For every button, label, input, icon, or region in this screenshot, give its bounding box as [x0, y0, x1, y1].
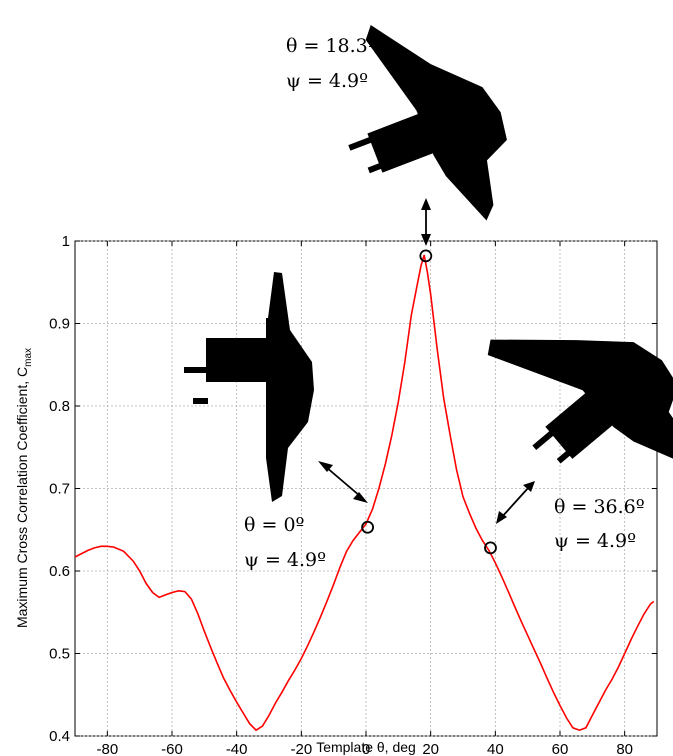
annotation-psi-0: ψ = 4.9º [244, 549, 326, 571]
series-line-cmax [74, 254, 655, 732]
x-axis-label: Template θ, deg [316, 739, 416, 755]
marker-circle [419, 249, 433, 263]
x-tick-label: 60 [552, 741, 569, 756]
grid-lines [75, 240, 657, 737]
annotation-psi-18: ψ = 4.9º [286, 70, 368, 92]
annotation-theta-0: θ = 0º [244, 514, 305, 536]
y-tick-label: 0.6 [49, 563, 70, 580]
annotation-psi-36: ψ = 4.9º [554, 530, 636, 552]
aircraft-silhouette-theta-36 [487, 339, 673, 467]
marker-circle [361, 520, 375, 534]
arrow-theta-0 [318, 461, 368, 503]
y-tick-label: 0.4 [49, 728, 70, 745]
annotation-theta-18: θ = 18.3º [286, 35, 377, 57]
aircraft-silhouette-theta-18 [348, 25, 507, 221]
y-tick-label: 0.5 [49, 646, 70, 663]
arrow-theta-18 [421, 198, 431, 246]
x-tick-label: -80 [96, 741, 118, 756]
x-tick-label: -20 [290, 741, 312, 756]
annotation-theta-36: θ = 36.6º [554, 496, 645, 518]
x-tick-label: 40 [487, 741, 504, 756]
y-axis-label: Maximum Cross Correlation Coefficient, C… [14, 348, 34, 628]
x-tick-label: -40 [226, 741, 248, 756]
y-tick-label: 0.7 [49, 481, 70, 498]
marker-circle [484, 541, 497, 555]
axis-ticks [75, 240, 657, 737]
x-tick-label: 80 [616, 741, 633, 756]
y-tick-label: 0.8 [49, 398, 70, 415]
x-tick-label: 0 [362, 741, 370, 756]
arrow-theta-36 [496, 481, 535, 524]
y-axis-label-subscript: max [23, 348, 34, 367]
x-tick-label: -60 [161, 741, 183, 756]
aircraft-silhouette-theta-0 [184, 272, 314, 502]
x-tick-label: 20 [422, 741, 439, 756]
y-tick-label: 0.9 [49, 316, 70, 333]
x-tick-labels: -80 -60 -40 -20 0 20 40 60 80 [96, 741, 633, 756]
y-tick-label: 1 [62, 233, 70, 250]
highlight-markers [361, 249, 497, 555]
y-tick-labels: 0.4 0.5 0.6 0.7 0.8 0.9 1 [49, 233, 70, 745]
